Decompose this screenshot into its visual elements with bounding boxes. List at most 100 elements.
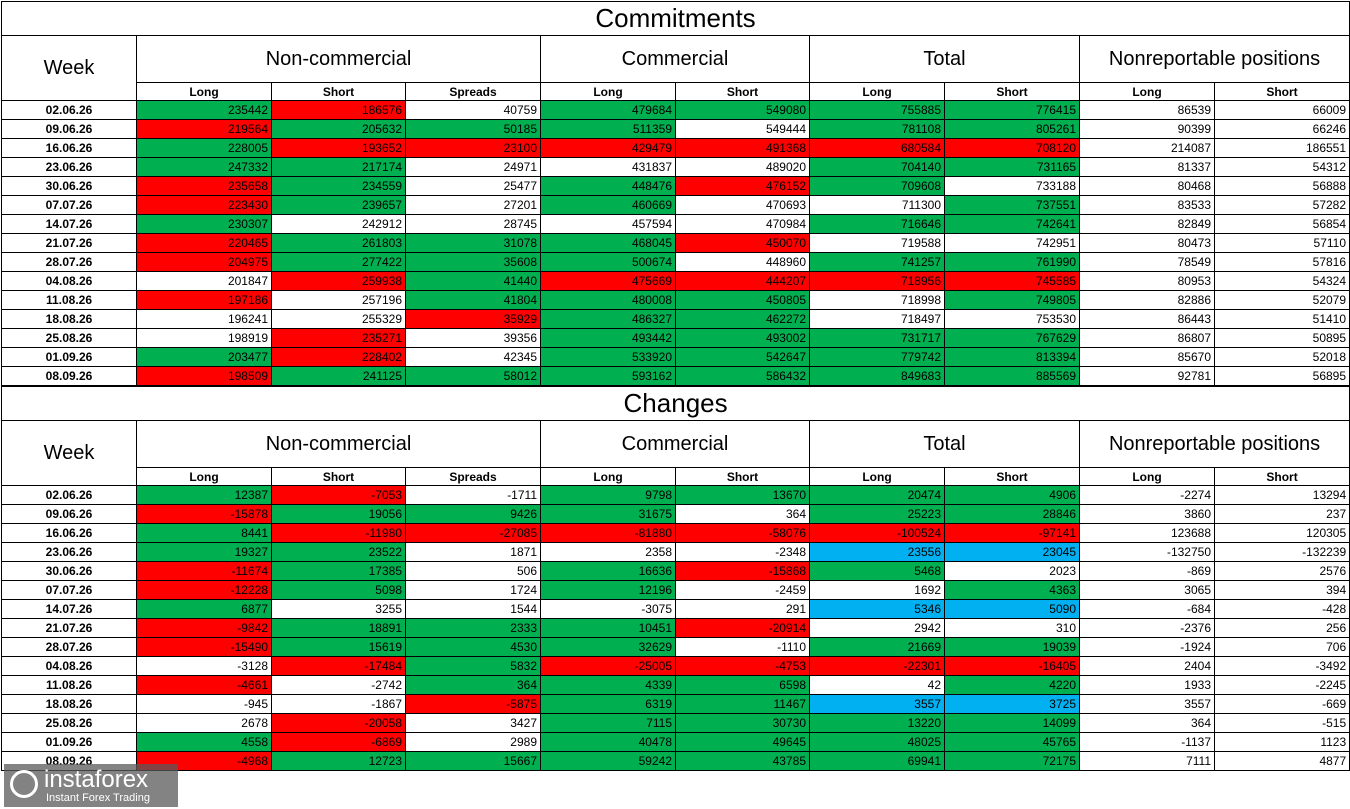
data-row: 04.08.26 -3128 -17484 5832 -25005 -4753 -22301… (1, 656, 1350, 676)
value-cell: -15868 (675, 561, 810, 581)
week-cell: 01.09.26 (1, 732, 137, 752)
value-cell: 86807 (1079, 328, 1215, 348)
value-cell: 486327 (540, 309, 676, 329)
data-row: 09.06.26 -15878 19056 9426 31675 364 25223 2884… (1, 504, 1350, 524)
watermark-brand: instaforex (44, 766, 149, 793)
value-cell: 16636 (540, 561, 676, 581)
value-cell: 42345 (405, 347, 541, 367)
value-cell: 741257 (809, 252, 945, 272)
value-cell: 364 (675, 504, 810, 524)
value-cell: 57110 (1213, 233, 1350, 253)
week-cell: 30.06.26 (1, 561, 137, 581)
value-cell: 92781 (1079, 366, 1215, 386)
value-cell: 2358 (540, 542, 676, 562)
value-cell: 1871 (405, 542, 541, 562)
week-cell: 28.07.26 (1, 252, 137, 272)
value-cell: 711300 (809, 195, 945, 215)
value-cell: 204975 (136, 252, 272, 272)
value-cell: 80468 (1079, 176, 1215, 196)
week-cell: 23.06.26 (1, 542, 137, 562)
value-cell: 85670 (1079, 347, 1215, 367)
value-cell: -2459 (675, 580, 810, 600)
data-row: 23.06.26 247332 217174 24971 431837 489020 704… (1, 157, 1350, 177)
value-cell: -3128 (136, 656, 272, 676)
value-cell: 506 (405, 561, 541, 581)
week-cell: 02.06.26 (1, 485, 137, 505)
value-cell: -132750 (1079, 542, 1215, 562)
value-cell: 3065 (1079, 580, 1215, 600)
value-cell: 52079 (1213, 290, 1350, 310)
value-cell: 237 (1213, 504, 1350, 524)
value-cell: 2404 (1079, 656, 1215, 676)
value-cell: 12196 (540, 580, 676, 600)
value-cell: 709608 (809, 176, 945, 196)
value-cell: 310 (944, 618, 1080, 638)
value-cell: 3860 (1079, 504, 1215, 524)
value-cell: -428 (1213, 599, 1350, 619)
data-row: 16.06.26 228005 193652 23100 429479 491368 680… (1, 138, 1350, 158)
value-cell: 41440 (405, 271, 541, 291)
column-header: Spreads (405, 467, 541, 486)
column-header: Long (1079, 467, 1215, 486)
value-cell: 196241 (136, 309, 272, 329)
value-cell: 198919 (136, 328, 272, 348)
value-cell: 7115 (540, 713, 676, 733)
week-cell: 14.07.26 (1, 599, 137, 619)
data-row: 08.09.26 198509 241125 58012 593162 586432 849… (1, 366, 1350, 386)
value-cell: 3255 (271, 599, 406, 619)
watermark-logo (10, 770, 38, 798)
value-cell: 4530 (405, 637, 541, 657)
week-cell: 16.06.26 (1, 138, 137, 158)
value-cell: -3075 (540, 599, 676, 619)
value-cell: 3557 (809, 694, 945, 714)
title-row: Commitments (0, 1, 1350, 36)
value-cell: 228005 (136, 138, 272, 158)
value-cell: 761990 (944, 252, 1080, 272)
value-cell: -1924 (1079, 637, 1215, 657)
value-cell: 593162 (540, 366, 676, 386)
column-header: Long (540, 467, 676, 486)
value-cell: 27201 (405, 195, 541, 215)
value-cell: -81880 (540, 523, 676, 543)
value-cell: 242912 (271, 214, 406, 234)
value-cell: 193652 (271, 138, 406, 158)
data-row: 07.07.26 223430 239657 27201 460669 470693 711… (1, 195, 1350, 215)
data-row: 23.06.26 19327 23522 1871 2358 -2348 23556 2304… (1, 542, 1350, 562)
value-cell: 291 (675, 599, 810, 619)
value-cell: -4661 (136, 675, 272, 695)
value-cell: 1123 (1213, 732, 1350, 752)
value-cell: 718497 (809, 309, 945, 329)
column-header: Short (944, 82, 1080, 101)
value-cell: 2989 (405, 732, 541, 752)
column-header: Short (271, 467, 406, 486)
data-row: 25.08.26 2678 -20058 3427 7115 30730 13220 1409… (1, 713, 1350, 733)
column-header: Short (1213, 467, 1350, 486)
value-cell: 742951 (944, 233, 1080, 253)
data-row: 25.08.26 198919 235271 39356 493442 493002 731… (1, 328, 1350, 348)
value-cell: 230307 (136, 214, 272, 234)
commitments-table: Commitments Week Non-commercial Commercial T… (0, 1, 1350, 386)
value-cell: 5098 (271, 580, 406, 600)
value-cell: -20058 (271, 713, 406, 733)
value-cell: 80953 (1079, 271, 1215, 291)
value-cell: -20914 (675, 618, 810, 638)
value-cell: 15667 (405, 751, 541, 771)
value-cell: 57816 (1213, 252, 1350, 272)
value-cell: 198509 (136, 366, 272, 386)
value-cell: 491368 (675, 138, 810, 158)
value-cell: 448476 (540, 176, 676, 196)
value-cell: 201847 (136, 271, 272, 291)
value-cell: 680584 (809, 138, 945, 158)
value-cell: 228402 (271, 347, 406, 367)
value-cell: -2742 (271, 675, 406, 695)
value-cell: 3725 (944, 694, 1080, 714)
value-cell: 21669 (809, 637, 945, 657)
value-cell: -100524 (809, 523, 945, 543)
value-cell: 5346 (809, 599, 945, 619)
value-cell: 90399 (1079, 119, 1215, 139)
value-cell: 4558 (136, 732, 272, 752)
table-title: Commitments (0, 1, 1350, 36)
value-cell: 2333 (405, 618, 541, 638)
value-cell: 43785 (675, 751, 810, 771)
value-cell: 6319 (540, 694, 676, 714)
